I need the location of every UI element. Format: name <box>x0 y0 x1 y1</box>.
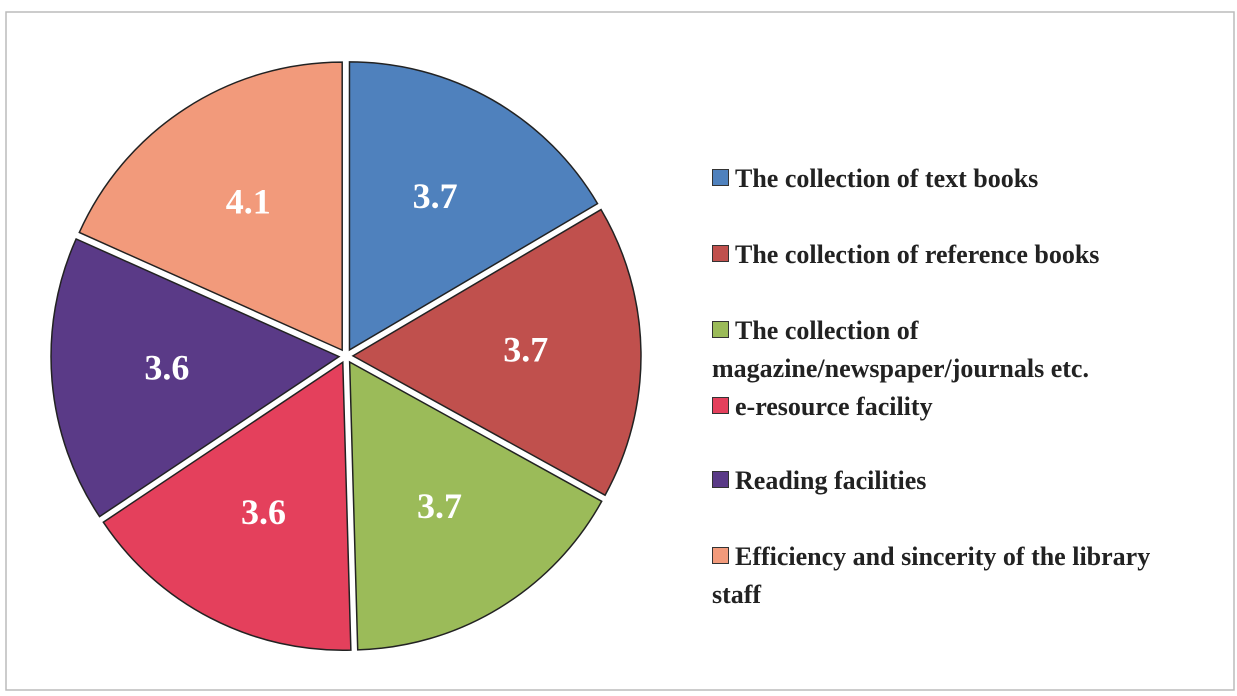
legend-item: Efficiency and sincerity of the library … <box>712 538 1192 614</box>
legend-swatch <box>712 547 729 564</box>
data-label: 3.7 <box>503 330 548 370</box>
legend-item: The collection of text books <box>712 160 1192 198</box>
legend-label: The collection of magazine/newspaper/jou… <box>712 316 1089 383</box>
legend-label: The collection of text books <box>735 164 1039 193</box>
legend-item: The collection of reference books <box>712 236 1192 274</box>
legend-swatch <box>712 169 729 186</box>
legend-label: e-resource facility <box>735 392 933 421</box>
pie-slice <box>348 360 603 651</box>
legend-label: Efficiency and sincerity of the library … <box>712 542 1151 609</box>
data-label: 3.7 <box>413 176 458 216</box>
legend-swatch <box>712 321 729 338</box>
pie-slice <box>78 61 343 352</box>
pie-slice <box>351 208 642 497</box>
data-label: 3.7 <box>417 486 462 526</box>
data-label: 4.1 <box>226 181 271 221</box>
legend-item: e-resource facility <box>712 388 1192 426</box>
pie-slice <box>348 61 599 352</box>
pie-slice <box>102 360 352 651</box>
legend-item: Reading facilities <box>712 462 1192 500</box>
legend-swatch <box>712 397 729 414</box>
legend-swatch <box>712 471 729 488</box>
legend-label: Reading facilities <box>735 466 927 495</box>
data-label: 3.6 <box>241 492 286 532</box>
legend-swatch <box>712 245 729 262</box>
legend-item: The collection of magazine/newspaper/jou… <box>712 312 1192 388</box>
pie-slice <box>50 237 341 518</box>
frame <box>5 11 1235 691</box>
legend-label: The collection of reference books <box>735 240 1100 269</box>
data-label: 3.6 <box>144 347 189 387</box>
